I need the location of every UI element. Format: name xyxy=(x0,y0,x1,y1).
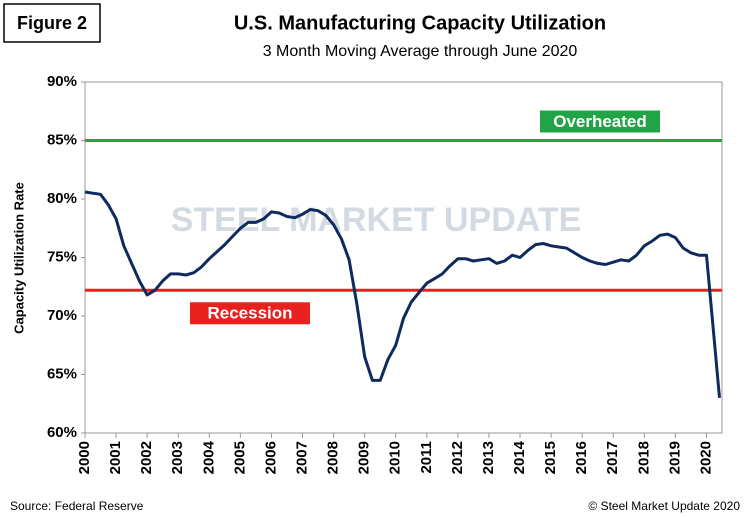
y-tick-label: 85% xyxy=(47,131,77,148)
x-tick-label: 2017 xyxy=(604,441,621,474)
x-tick-label: 2005 xyxy=(231,441,248,474)
x-tick-label: 2014 xyxy=(511,440,528,474)
y-tick-label: 80% xyxy=(47,190,77,207)
figure-label-box xyxy=(3,3,101,43)
x-tick-label: 2007 xyxy=(293,441,310,474)
x-tick-label: 2010 xyxy=(387,441,404,474)
reference-label-box xyxy=(540,110,660,133)
reference-label: Recession xyxy=(207,304,292,323)
x-tick-label: 2006 xyxy=(262,441,279,474)
x-tick-label: 2008 xyxy=(325,441,342,474)
x-tick-label: 2009 xyxy=(356,441,373,474)
y-tick-label: 75% xyxy=(47,248,77,265)
x-tick-label: 2002 xyxy=(138,441,155,474)
x-tick-label: 2001 xyxy=(107,441,124,474)
x-tick-label: 2011 xyxy=(418,441,435,474)
y-axis-label: Capacity Utilization Rate xyxy=(11,182,26,334)
y-tick-label: 60% xyxy=(47,424,77,441)
source: Source: Federal Reserve xyxy=(10,499,144,513)
chart-subtitle: 3 Month Moving Average through June 2020 xyxy=(263,43,578,60)
chart-title: U.S. Manufacturing Capacity Utilization xyxy=(234,12,606,34)
x-tick-label: 2019 xyxy=(666,441,683,474)
x-tick-label: 2000 xyxy=(76,441,93,474)
x-tick-label: 2013 xyxy=(480,441,497,474)
x-tick-label: 2015 xyxy=(542,441,559,474)
figure-label: Figure 2 xyxy=(17,13,87,33)
x-tick-label: 2018 xyxy=(635,441,652,474)
watermark: STEEL MARKET UPDATE xyxy=(171,201,582,239)
reference-label-box xyxy=(190,302,310,325)
x-tick-label: 2003 xyxy=(169,441,186,474)
copyright: © Steel Market Update 2020 xyxy=(588,499,740,513)
x-tick-label: 2020 xyxy=(697,441,714,474)
x-tick-label: 2004 xyxy=(200,440,217,474)
data-line xyxy=(84,190,721,399)
reference-label: Overheated xyxy=(553,112,647,131)
x-tick-label: 2016 xyxy=(573,441,590,474)
plot-area xyxy=(84,81,723,434)
y-tick-label: 90% xyxy=(47,73,77,90)
y-tick-label: 65% xyxy=(47,365,77,382)
x-tick-label: 2012 xyxy=(449,441,466,474)
y-tick-label: 70% xyxy=(47,307,77,324)
